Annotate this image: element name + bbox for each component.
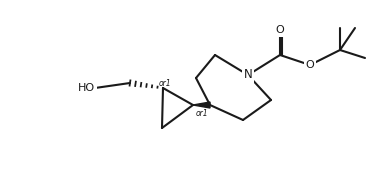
Text: N: N [243,69,252,81]
Text: O: O [306,60,315,70]
Polygon shape [193,102,210,108]
Text: O: O [276,25,284,35]
Text: HO: HO [78,83,95,93]
Text: or1: or1 [196,109,209,118]
Text: or1: or1 [159,79,172,88]
